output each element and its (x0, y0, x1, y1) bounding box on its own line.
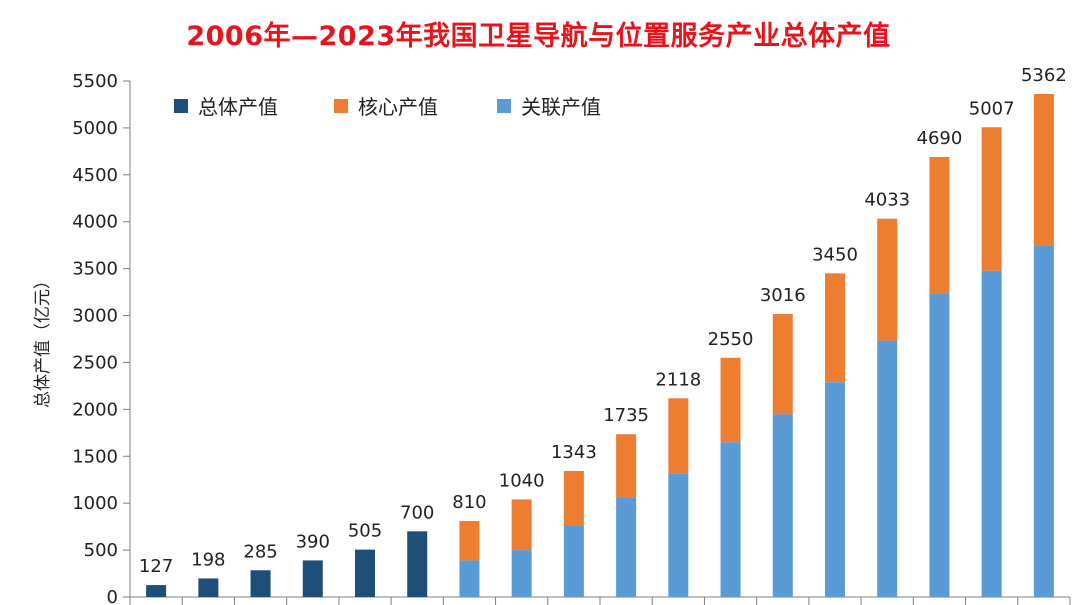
data-label: 390 (296, 531, 330, 552)
y-tick-label: 2000 (72, 399, 118, 420)
data-label: 1040 (499, 470, 545, 491)
y-tick-label: 3000 (72, 306, 118, 327)
bar-core (616, 434, 637, 498)
bar-related (563, 525, 584, 597)
bar-core (511, 499, 532, 551)
data-label: 4690 (917, 128, 963, 149)
data-label: 4033 (864, 190, 910, 211)
data-label: 198 (191, 549, 225, 570)
y-tick-label: 4500 (72, 165, 118, 186)
bar-core (877, 218, 898, 341)
chart-title: 2006年—2023年我国卫星导航与位置服务产业总体产值 (186, 21, 891, 52)
data-label: 5362 (1021, 65, 1067, 86)
y-tick-label: 4000 (72, 212, 118, 233)
legend-label: 关联产值 (521, 95, 601, 119)
bar-core (772, 314, 793, 415)
y-axis-ticks: 0 500 1000 1500 2000 2500 3000 3500 4000 4500 5000… (72, 71, 130, 605)
y-tick-label: 2500 (72, 352, 118, 373)
y-tick-label: 1500 (72, 446, 118, 467)
bar-core (825, 273, 845, 383)
bar-total (355, 549, 375, 597)
data-label: 127 (139, 556, 173, 577)
bar-total (198, 578, 219, 597)
data-label: 505 (348, 521, 382, 542)
bar-related (877, 340, 898, 597)
bar-related (772, 414, 793, 597)
bar-core (981, 127, 1002, 271)
bar-total (146, 585, 167, 597)
bar-total (407, 531, 428, 597)
bar-related (929, 293, 950, 597)
bar-core (563, 471, 584, 526)
bar-total (302, 560, 323, 597)
data-label: 1735 (603, 405, 649, 426)
legend-label: 总体产值 (198, 95, 278, 119)
y-tick-label: 500 (84, 540, 118, 561)
data-label: 810 (452, 492, 486, 513)
bar-core (720, 357, 741, 443)
y-tick-label: 0 (107, 587, 118, 605)
data-label: 1343 (551, 442, 597, 463)
bar-related (668, 473, 689, 597)
y-axis-label: 总体产值（亿元） (33, 272, 53, 408)
bar-related (616, 497, 637, 597)
bar-related (459, 560, 480, 597)
legend: 总体产值 核心产值 关联产值 (174, 95, 601, 119)
y-tick-label: 3500 (72, 259, 118, 280)
y-tick-label: 1000 (72, 493, 118, 514)
bar-related (720, 442, 741, 597)
data-label: 285 (243, 541, 277, 562)
legend-label: 核心产值 (358, 95, 438, 119)
legend-swatch (334, 99, 348, 113)
data-label: 2118 (655, 369, 701, 390)
data-label: 5007 (969, 98, 1015, 119)
data-label: 2550 (708, 329, 754, 350)
bar-core (668, 398, 689, 474)
bar-core (929, 156, 950, 294)
bar-related (981, 270, 1002, 597)
bars (146, 93, 1054, 597)
bar-related (1033, 245, 1054, 597)
bar-related (511, 550, 532, 597)
data-label: 3016 (760, 285, 806, 306)
data-label: 3450 (812, 244, 858, 265)
bar-total (250, 570, 271, 597)
y-tick-label: 5500 (72, 71, 118, 92)
legend-swatch (174, 99, 188, 113)
bar-core (1033, 93, 1054, 246)
bar-core (459, 521, 480, 561)
axes (129, 81, 1071, 605)
legend-swatch (497, 99, 511, 113)
data-label: 700 (400, 502, 434, 523)
data-labels: 127 198 285 390 505 700 810 1040 1343 1735 2118 255… (139, 65, 1067, 577)
y-tick-label: 5000 (72, 118, 118, 139)
bar-related (825, 382, 845, 597)
